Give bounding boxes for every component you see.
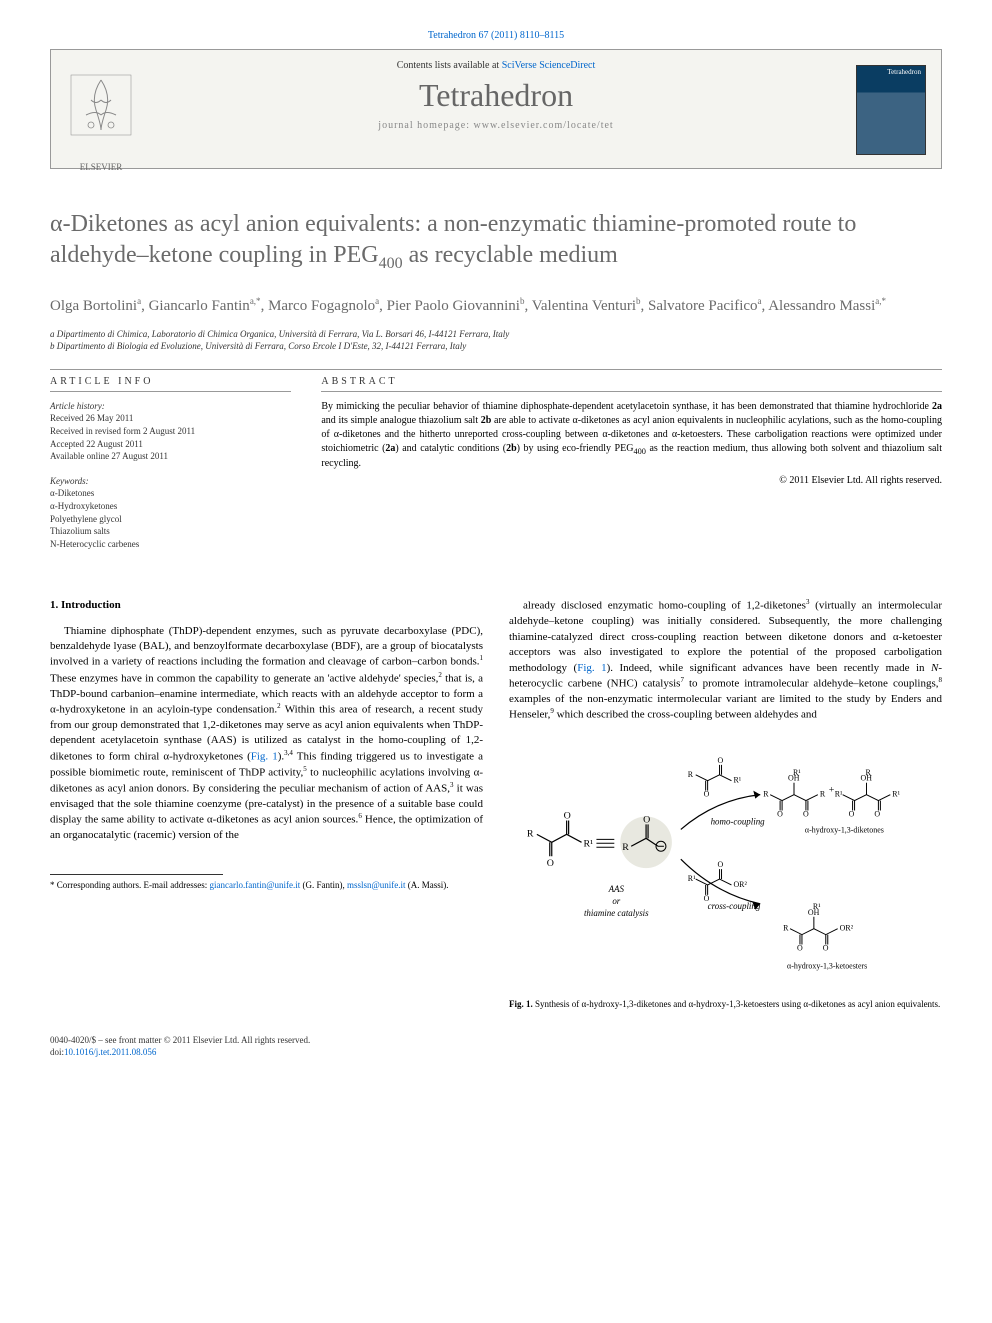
- article-info-column: ARTICLE INFO Article history: Received 2…: [50, 376, 291, 563]
- svg-text:R¹: R¹: [793, 768, 801, 777]
- svg-text:R: R: [820, 790, 826, 799]
- svg-text:R: R: [783, 924, 789, 933]
- svg-text:OR²: OR²: [733, 880, 747, 889]
- keyword: α-Diketones: [50, 487, 291, 500]
- svg-text:O: O: [777, 810, 783, 819]
- svg-text:α-hydroxy-1,3-diketones: α-hydroxy-1,3-diketones: [805, 826, 884, 835]
- corresponding-author-footnote: * Corresponding authors. E-mail addresse…: [50, 879, 483, 892]
- article-info-heading: ARTICLE INFO: [50, 376, 291, 392]
- svg-text:R: R: [688, 770, 694, 779]
- publisher-logo: ELSEVIER: [66, 65, 136, 155]
- abstract-copyright: © 2011 Elsevier Ltd. All rights reserved…: [321, 475, 942, 486]
- section-1-heading: 1. Introduction: [50, 598, 483, 613]
- page-footer: 0040-4020/$ – see front matter © 2011 El…: [50, 1034, 942, 1059]
- history-line: Available online 27 August 2011: [50, 450, 291, 463]
- journal-title: Tetrahedron: [166, 77, 826, 114]
- svg-text:O: O: [823, 944, 829, 953]
- article-title: α-Diketones as acyl anion equivalents: a…: [50, 209, 942, 275]
- body-column-left: 1. Introduction Thiamine diphosphate (Th…: [50, 598, 483, 1010]
- svg-text:O: O: [797, 944, 803, 953]
- history-label: Article history:: [50, 400, 291, 413]
- svg-text:O: O: [849, 810, 855, 819]
- abstract-heading: ABSTRACT: [321, 376, 942, 392]
- homepage-url[interactable]: www.elsevier.com/locate/tet: [474, 120, 614, 131]
- svg-text:R¹: R¹: [813, 902, 821, 911]
- svg-text:OR²: OR²: [840, 924, 854, 933]
- figure-1-caption: Fig. 1. Synthesis of α-hydroxy-1,3-diket…: [509, 998, 942, 1010]
- keyword: α-Hydroxyketones: [50, 500, 291, 513]
- doi-link[interactable]: 10.1016/j.tet.2011.08.056: [64, 1047, 156, 1057]
- journal-cover-thumbnail[interactable]: Tetrahedron: [856, 65, 926, 155]
- svg-text:O: O: [874, 810, 880, 819]
- svg-text:R¹: R¹: [892, 790, 900, 799]
- doi-prefix: doi:: [50, 1047, 64, 1057]
- svg-text:O: O: [643, 815, 650, 826]
- issn-copyright-line: 0040-4020/$ – see front matter © 2011 El…: [50, 1034, 310, 1047]
- sciencedirect-link[interactable]: SciVerse ScienceDirect: [502, 60, 596, 71]
- history-line: Accepted 22 August 2011: [50, 438, 291, 451]
- svg-text:R: R: [763, 790, 769, 799]
- svg-text:R: R: [865, 768, 871, 777]
- svg-text:O: O: [547, 859, 554, 870]
- affiliations: a Dipartimento di Chimica, Laboratorio d…: [50, 329, 942, 351]
- svg-text:O: O: [718, 861, 724, 870]
- keyword: Polyethylene glycol: [50, 513, 291, 526]
- history-line: Received in revised form 2 August 2011: [50, 425, 291, 438]
- intro-paragraph-2: already disclosed enzymatic homo-couplin…: [509, 598, 942, 723]
- homepage-prefix: journal homepage:: [378, 120, 473, 131]
- svg-text:or: or: [612, 896, 620, 906]
- svg-text:R¹: R¹: [835, 790, 843, 799]
- citation-link[interactable]: Tetrahedron 67 (2011) 8110–8115: [428, 30, 564, 41]
- journal-header-box: ELSEVIER Tetrahedron Contents lists avai…: [50, 49, 942, 169]
- keywords-label: Keywords:: [50, 475, 291, 488]
- figure-1: R R¹ O O R O: [509, 737, 942, 1009]
- svg-text:O: O: [718, 756, 724, 765]
- svg-text:thiamine catalysis: thiamine catalysis: [584, 908, 649, 918]
- svg-text:homo-coupling: homo-coupling: [711, 817, 766, 827]
- svg-text:R: R: [527, 829, 534, 840]
- contents-available-line: Contents lists available at SciVerse Sci…: [166, 60, 826, 71]
- svg-text:R¹: R¹: [584, 839, 594, 850]
- svg-text:cross-coupling: cross-coupling: [708, 901, 761, 911]
- affiliation-a: a Dipartimento di Chimica, Laboratorio d…: [50, 329, 942, 339]
- history-line: Received 26 May 2011: [50, 412, 291, 425]
- journal-thumb-label: Tetrahedron: [857, 66, 925, 78]
- email-link-2[interactable]: msslsn@unife.it: [347, 880, 406, 890]
- svg-text:AAS: AAS: [608, 884, 625, 894]
- svg-text:α-hydroxy-1,3-ketoesters: α-hydroxy-1,3-ketoesters: [787, 962, 867, 971]
- svg-text:O: O: [803, 810, 809, 819]
- abstract-text: By mimicking the peculiar behavior of th…: [321, 400, 942, 472]
- svg-text:R: R: [622, 843, 629, 854]
- homepage-line: journal homepage: www.elsevier.com/locat…: [166, 120, 826, 131]
- intro-paragraph-1: Thiamine diphosphate (ThDP)-dependent en…: [50, 624, 483, 844]
- article-history-block: Article history: Received 26 May 2011 Re…: [50, 400, 291, 463]
- keywords-block: Keywords: α-Diketones α-Hydroxyketones P…: [50, 475, 291, 551]
- abstract-column: ABSTRACT By mimicking the peculiar behav…: [321, 376, 942, 563]
- svg-text:R¹: R¹: [688, 874, 696, 883]
- svg-text:R¹: R¹: [733, 776, 741, 785]
- affiliation-b: b Dipartimento di Biologia ed Evoluzione…: [50, 341, 942, 351]
- keyword: Thiazolium salts: [50, 525, 291, 538]
- svg-text:O: O: [704, 894, 710, 903]
- footnote-text: Corresponding authors. E-mail addresses:: [55, 880, 210, 890]
- email-link-1[interactable]: giancarlo.fantin@unife.it: [209, 880, 300, 890]
- author-list: Olga Bortolinia, Giancarlo Fantina,*, Ma…: [50, 295, 942, 317]
- citation-header: Tetrahedron 67 (2011) 8110–8115: [50, 30, 942, 41]
- figure-1-scheme: R R¹ O O R O: [509, 737, 942, 991]
- contents-prefix: Contents lists available at: [397, 60, 502, 71]
- body-column-right: already disclosed enzymatic homo-couplin…: [509, 598, 942, 1010]
- publisher-name: ELSEVIER: [66, 162, 136, 172]
- svg-text:O: O: [704, 790, 710, 799]
- keyword: N-Heterocyclic carbenes: [50, 538, 291, 551]
- svg-text:O: O: [564, 811, 571, 822]
